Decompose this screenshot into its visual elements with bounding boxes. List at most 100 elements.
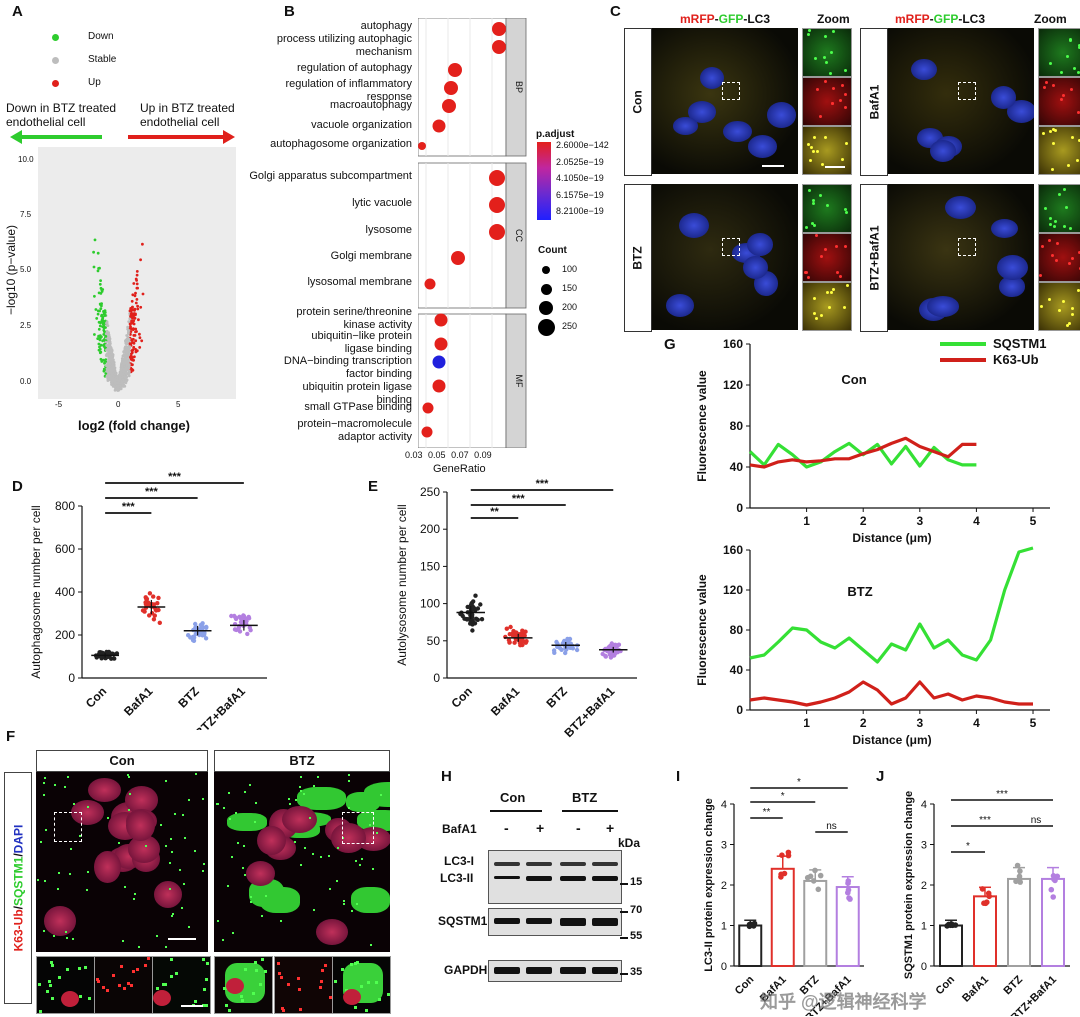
c-puncta	[1067, 163, 1071, 167]
c-title-part: GFP	[933, 12, 959, 26]
significance-label: **	[490, 506, 499, 518]
f-zoom-tile	[332, 956, 391, 1014]
c-puncta	[816, 150, 819, 154]
x-category-label: Con	[934, 973, 958, 997]
c-puncta	[804, 270, 808, 274]
c-puncta	[812, 199, 816, 203]
y-tick-label: 0	[736, 703, 743, 717]
f-puncta	[336, 879, 339, 882]
f-zoom-nucleus	[153, 989, 172, 1006]
f-zoom-puncta	[39, 1009, 43, 1013]
f-puncta	[369, 823, 372, 826]
data-point	[248, 628, 253, 633]
y-tick-label: 4	[921, 799, 927, 811]
y-tick-label: 0	[68, 671, 75, 685]
volcano-point	[122, 362, 126, 366]
f-zoom-puncta	[202, 987, 206, 991]
legend-dot-up	[52, 80, 59, 87]
c-puncta	[1053, 220, 1057, 224]
f-puncta	[65, 930, 68, 933]
data-point	[551, 648, 557, 653]
go-term-label: lysosomal membrane	[307, 276, 412, 288]
x-category-label: BTZ	[1002, 973, 1026, 997]
go-xtick: 0.09	[474, 450, 492, 460]
volcano-point	[99, 357, 103, 361]
c-puncta	[1041, 244, 1045, 248]
h-marker-tick	[620, 973, 628, 975]
volcano-point	[134, 327, 138, 331]
f-nucleus	[282, 806, 318, 834]
data-point	[563, 650, 568, 656]
f-puncta	[243, 791, 246, 794]
volcano-point	[125, 363, 129, 366]
h-marker-label: 55	[630, 930, 643, 942]
f-zoom-puncta	[321, 969, 325, 973]
f-zoom-puncta	[263, 969, 267, 973]
f-puncta	[289, 803, 292, 806]
volcano-point	[141, 242, 144, 246]
f-puncta	[36, 878, 39, 881]
c-micrograph	[652, 184, 798, 330]
go-term-label: adaptor activity	[338, 430, 412, 443]
f-nucleus	[331, 823, 367, 854]
f-zoom-puncta	[318, 986, 322, 990]
h-band-gapdh	[592, 967, 618, 974]
volcano-point	[96, 312, 100, 316]
data-point	[237, 629, 243, 634]
volcano-point	[132, 308, 135, 312]
f-zoom-puncta	[228, 1008, 232, 1012]
go-dot	[489, 224, 505, 240]
data-point	[1052, 877, 1058, 884]
f-zoom-puncta	[386, 992, 390, 996]
chart-j: 0 1 2 3 4 SQSTM1 protein expression change Con…	[903, 789, 1070, 1016]
f-zoom-puncta	[102, 986, 106, 990]
f-sqstm1-aggregate	[226, 812, 267, 831]
data-point	[518, 631, 523, 637]
h-blot-gapdh	[488, 960, 622, 982]
bar	[1041, 877, 1065, 967]
h-marker-label: 70	[630, 904, 643, 916]
data-point	[193, 621, 198, 627]
f-puncta	[354, 860, 357, 863]
f-zoom-puncta	[319, 979, 323, 983]
c-zoom-tile	[802, 126, 852, 175]
h-band-gapdh	[560, 967, 586, 974]
f-puncta	[319, 856, 322, 859]
y-axis-label: LC3-II protein expression change	[703, 798, 715, 972]
volcano-point	[127, 349, 131, 352]
f-puncta	[165, 780, 168, 783]
f-zoom-puncta	[298, 1007, 302, 1011]
up-arrow	[128, 130, 235, 144]
c-puncta	[1048, 239, 1052, 243]
facet-strip-label: CC	[514, 229, 524, 242]
f-puncta	[242, 867, 245, 870]
volcano-point	[127, 346, 131, 349]
data-point	[151, 594, 156, 599]
data-point	[143, 600, 148, 605]
volcano-point	[129, 354, 133, 358]
f-puncta	[371, 868, 374, 871]
y-tick-label: 2	[721, 880, 727, 892]
volcano-point	[99, 279, 102, 282]
h-marker-label: 35	[630, 966, 643, 978]
data-point	[233, 615, 238, 620]
volcano-point	[135, 273, 139, 277]
f-puncta	[230, 856, 233, 859]
f-zoom-puncta	[169, 957, 173, 961]
volcano-point	[138, 336, 142, 340]
significance-label: ***	[168, 471, 182, 483]
f-puncta	[64, 786, 67, 789]
data-point	[810, 878, 817, 884]
facet-strip	[505, 18, 527, 157]
count-legend-label: 150	[562, 283, 578, 293]
f-puncta	[144, 845, 147, 848]
data-point	[151, 617, 157, 622]
volcano-point	[131, 368, 135, 372]
f-puncta	[171, 912, 174, 915]
volcano-point	[93, 333, 96, 336]
volcano-point	[132, 282, 136, 285]
c-puncta	[818, 114, 822, 118]
f-zoom-puncta	[105, 989, 109, 993]
volcano-point	[120, 365, 124, 368]
